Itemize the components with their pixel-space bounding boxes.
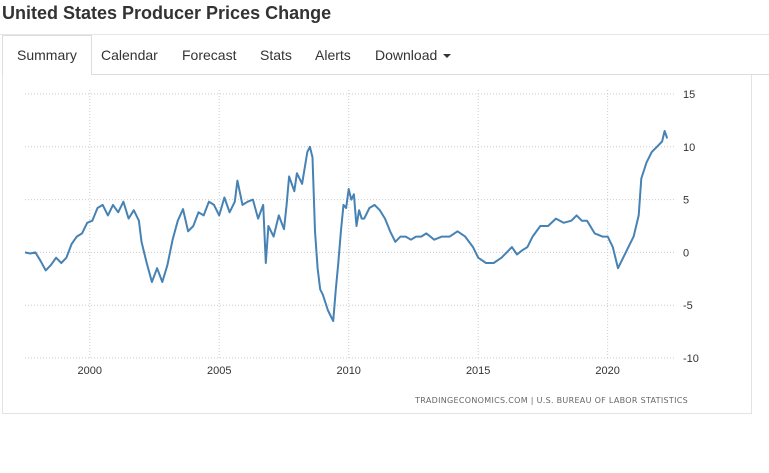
y-tick-label: -10 xyxy=(683,353,699,365)
y-tick-label: -5 xyxy=(683,300,693,312)
x-tick-label: 2005 xyxy=(207,365,231,377)
page-title: United States Producer Prices Change xyxy=(2,3,332,23)
tab-stats-label: Stats xyxy=(260,47,292,63)
y-axis-ticks: 15 10 5 0 -5 -10 xyxy=(683,89,699,365)
tab-forecast-label: Forecast xyxy=(182,47,237,63)
tab-summary-label: Summary xyxy=(17,47,77,63)
caret-down-icon xyxy=(443,54,452,59)
tab-alerts-label: Alerts xyxy=(315,47,351,63)
x-tick-label: 2020 xyxy=(595,365,619,377)
y-tick-label: 10 xyxy=(683,142,695,154)
tab-alerts[interactable]: Alerts xyxy=(315,35,351,75)
chart-grid xyxy=(25,90,675,360)
series-line xyxy=(24,130,669,322)
x-tick-label: 2010 xyxy=(336,365,360,377)
tab-download-label: Download xyxy=(375,47,438,63)
tab-bar: Summary Calendar Forecast Stats Alerts D… xyxy=(2,35,769,76)
x-tick-label: 2000 xyxy=(77,365,101,377)
chart-panel: 2000 2005 2010 2015 2020 15 10 5 0 -5 -10 TRADING… xyxy=(2,75,752,414)
y-tick-label: 5 xyxy=(683,195,689,207)
line-chart: 2000 2005 2010 2015 2020 15 10 5 0 -5 -10 TRADING… xyxy=(24,89,699,405)
tab-calendar[interactable]: Calendar xyxy=(101,35,158,75)
tab-download[interactable]: Download xyxy=(375,35,452,75)
tab-forecast[interactable]: Forecast xyxy=(182,35,236,75)
y-tick-label: 15 xyxy=(683,89,695,101)
y-tick-label: 0 xyxy=(683,247,689,259)
tab-summary[interactable]: Summary xyxy=(2,35,92,76)
tab-calendar-label: Calendar xyxy=(101,47,158,63)
x-axis-ticks: 2000 2005 2010 2015 2020 xyxy=(77,365,619,377)
source-credit: TRADINGECONOMICS.COM | U.S. BUREAU OF LA… xyxy=(414,396,688,405)
title-divider xyxy=(0,34,769,35)
x-tick-label: 2015 xyxy=(466,365,490,377)
tab-stats[interactable]: Stats xyxy=(260,35,292,75)
